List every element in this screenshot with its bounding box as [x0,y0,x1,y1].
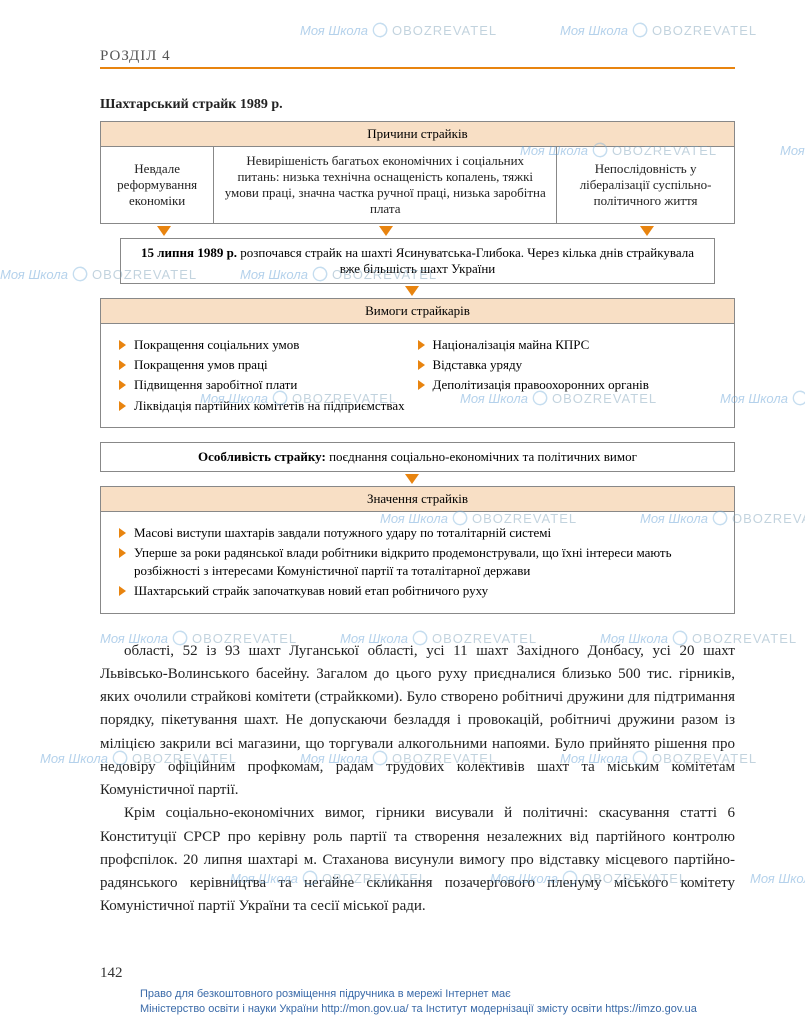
bullet-item: Підвищення заробітної плати [119,376,418,394]
bullet-text: Покращення умов праці [134,356,268,374]
bullet-item: Масові виступи шахтарів завдали потужног… [119,524,716,542]
divider [100,67,735,69]
feature-box: Особливість страйку: поєднання соціально… [100,442,735,472]
cause-cell: Непослідовність у лібералізації суспільн… [557,146,735,224]
page-number: 142 [100,965,123,982]
triangle-bullet-icon [418,340,425,350]
bullet-item: Покращення умов праці [119,356,418,374]
body-paragraph: Крім соціально-економічних вимог, гірник… [100,802,735,918]
triangle-bullet-icon [119,401,126,411]
triangle-bullet-icon [119,360,126,370]
feature-label: Особливість страйку: [198,449,326,464]
footer-line: Міністерство освіти і науки України http… [140,1002,697,1016]
demands-box: Покращення соціальних умов Покращення умо… [100,323,735,428]
arrow-row [100,224,735,238]
significance-header: Значення страйків [100,486,735,512]
causes-header: Причини страйків [100,121,735,147]
cause-cell: Невдале реформу­вання еко­номіки [100,146,214,224]
diagram-title: Шахтарський страйк 1989 р. [100,97,735,113]
cause-cell: Невирішеність багатьох економічних і соц… [214,146,557,224]
arrow-row [100,472,735,486]
bullet-text: Відставка уряду [433,356,523,374]
bullet-item: Націоналізація майна КПРС [418,336,717,354]
bullet-text: Шахтарський страйк започаткував новий ет… [134,582,488,600]
event-date: 15 липня 1989 р. [141,245,237,260]
triangle-bullet-icon [418,380,425,390]
bullet-item: Уперше за роки радянської влади робітник… [119,544,716,580]
arrow-down-icon [640,226,654,236]
triangle-bullet-icon [119,340,126,350]
page-container: РОЗДІЛ 4 Шахтарський страйк 1989 р. Прич… [0,0,805,939]
triangle-bullet-icon [119,380,126,390]
bullet-item: Покращення соціальних умов [119,336,418,354]
bullet-text: Підвищення заробітної плати [134,376,297,394]
event-box: 15 липня 1989 р. розпочався страйк на ша… [120,238,715,284]
section-label: РОЗДІЛ 4 [100,48,735,65]
causes-row: Невдале реформу­вання еко­номіки Невиріш… [100,146,735,224]
demands-right-col: Націоналізація майна КПРС Відставка уряду… [418,334,717,417]
bullet-item: Відставка уряду [418,356,717,374]
demands-header: Вимоги страйкарів [100,298,735,324]
arrow-down-icon [157,226,171,236]
bullet-text: Ліквідація партійних комітетів на підпри… [134,397,405,415]
arrow-down-icon [405,474,419,484]
bullet-text: Уперше за роки радянської влади робітник… [134,544,716,580]
feature-text: поєднання соціально-економічних та політ… [326,449,637,464]
body-paragraph: області, 52 із 93 шахт Луганської област… [100,640,735,803]
triangle-bullet-icon [119,528,126,538]
body-text: області, 52 із 93 шахт Луганської област… [100,640,735,919]
demands-left-col: Покращення соціальних умов Покращення умо… [119,334,418,417]
triangle-bullet-icon [119,586,126,596]
arrow-down-icon [405,286,419,296]
bullet-text: Деполітизація правоохоронних органів [433,376,649,394]
bullet-item: Деполітизація правоохоронних органів [418,376,717,394]
triangle-bullet-icon [119,548,126,558]
footer-line: Право для безкоштовного розміщення підру… [140,987,697,1001]
arrow-down-icon [379,226,393,236]
bullet-item: Шахтарський страйк започаткував новий ет… [119,582,716,600]
event-text: розпочався страйк на шахті Ясинуватська-… [237,245,694,276]
bullet-item: Ліквідація партійних комітетів на підпри… [119,397,418,415]
arrow-row [100,284,735,298]
significance-box: Масові виступи шахтарів завдали потужног… [100,511,735,614]
bullet-text: Масові виступи шахтарів завдали потужног… [134,524,551,542]
bullet-text: Націоналізація майна КПРС [433,336,590,354]
bullet-text: Покращення соціальних умов [134,336,299,354]
triangle-bullet-icon [418,360,425,370]
footer-note: Право для безкоштовного розміщення підру… [140,987,697,1016]
